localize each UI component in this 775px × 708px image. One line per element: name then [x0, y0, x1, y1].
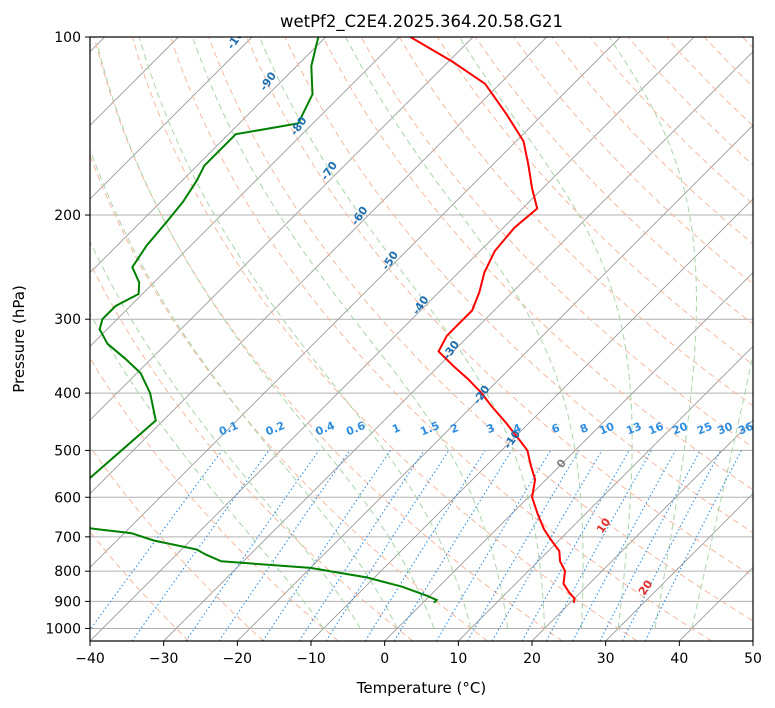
- y-axis-label: Pressure (hPa): [10, 285, 28, 393]
- dry-adiabat-line: [475, 37, 753, 325]
- dry-adiabat-line: [284, 37, 753, 534]
- moist-adiabat-line: [90, 312, 324, 629]
- dry-adiabat-line: [246, 37, 753, 577]
- mixing-ratio-label: 20: [671, 420, 690, 438]
- y-tick-label: 100: [54, 30, 81, 46]
- isotherm-line: [90, 37, 400, 347]
- dry-adiabat-line: [170, 37, 712, 641]
- x-axis-label: Temperature (°C): [356, 679, 486, 697]
- mixing-ratio-label: 2: [449, 421, 461, 436]
- sounding-series: [90, 37, 576, 604]
- y-tick-label: 900: [54, 594, 81, 610]
- mixing-ratio-line: [521, 450, 630, 641]
- mixing-ratio-label: 16: [646, 420, 665, 438]
- mixing-ratio-label: 8: [578, 421, 590, 436]
- mixing-ratio-label: 10: [597, 420, 616, 438]
- mixing-ratio-line: [298, 450, 425, 641]
- mixing-ratio-lines: [90, 450, 742, 641]
- x-tick-label: 40: [670, 651, 688, 667]
- moist-adiabat-line: [138, 37, 472, 629]
- x-tick-label: 0: [380, 651, 389, 667]
- plot-area: [90, 37, 753, 641]
- mixing-ratio-label: 25: [695, 420, 714, 438]
- isotherm-line: [237, 124, 753, 641]
- y-tick-label: 1000: [45, 621, 81, 637]
- x-tick-label: 10: [449, 651, 467, 667]
- mixing-ratio-line: [262, 450, 391, 641]
- isotherm-line: [163, 51, 753, 641]
- mixing-ratio-line: [572, 450, 676, 641]
- moist-adiabats: [90, 37, 753, 629]
- temperature-profile-line: [409, 37, 576, 603]
- moist-adiabat-line: [608, 37, 697, 629]
- moist-adiabat-line: [90, 148, 398, 629]
- isobar-grid: [90, 37, 753, 629]
- x-tick-label: −30: [149, 651, 179, 667]
- mixing-ratio-line: [131, 450, 270, 641]
- dry-adiabat-line: [90, 357, 339, 641]
- axes: −40 −30 −20 −10 0 10 20 30 40 50 100 200 300 400 500 60…: [45, 30, 762, 667]
- y-tick-label: 800: [54, 564, 81, 580]
- mixing-ratio-line: [218, 450, 351, 641]
- moist-adiabat-line: [691, 352, 753, 629]
- dry-adiabat-line: [90, 445, 264, 641]
- isotherm-line: [90, 37, 474, 421]
- mixing-ratio-line: [644, 450, 742, 641]
- mixing-ratio-line: [393, 450, 513, 641]
- isotherm-line: [458, 345, 753, 641]
- mixing-ratio-line: [545, 450, 652, 641]
- isotherm-line: [90, 37, 621, 568]
- moist-adiabat-line: [90, 239, 361, 629]
- mixing-ratio-line: [185, 450, 320, 641]
- moist-adiabat-line: [259, 37, 545, 629]
- dewpoint-profile-line: [90, 37, 439, 604]
- isotherm-line: [90, 37, 695, 641]
- mixing-ratio-label: 1: [390, 421, 402, 436]
- y-tick-label: 600: [54, 490, 81, 506]
- moist-adiabat-line: [97, 46, 435, 629]
- mixing-ratio-label: 36: [736, 420, 755, 438]
- isotherm-line: [605, 493, 753, 641]
- y-tick-label: 700: [54, 530, 81, 546]
- isotherm-grid: [90, 37, 753, 641]
- y-tick-label: 400: [54, 386, 81, 402]
- mixing-ratio-line: [325, 450, 450, 641]
- dry-adiabat-line: [131, 37, 638, 641]
- isotherm-line: [384, 272, 753, 641]
- y-tick-label: 300: [54, 312, 81, 328]
- moist-adiabat-line: [458, 37, 633, 629]
- moist-adiabat-line: [345, 37, 584, 629]
- plot-frame: [89, 36, 754, 642]
- dry-adiabat-line: [208, 37, 753, 622]
- mixing-ratio-label: 30: [716, 420, 735, 438]
- x-tick-label: −40: [75, 651, 105, 667]
- isotherm-line: [90, 37, 547, 495]
- x-tick-label: 20: [523, 651, 541, 667]
- moist-adiabat-line: [192, 37, 509, 629]
- mixing-ratio-label: 13: [624, 420, 643, 438]
- mixing-ratio-line: [90, 450, 223, 631]
- y-tick-label: 200: [54, 208, 81, 224]
- chart-title: wetPf2_C2E4.2025.364.20.58.G21: [280, 12, 563, 32]
- dry-adiabat-line: [90, 261, 414, 641]
- dry-adiabat-line: [513, 37, 753, 285]
- plot-layer: -100-90-80-70-60-50-40-30-20-10010203040…: [90, 37, 755, 641]
- dry-adiabat-line: [322, 37, 753, 491]
- x-tick-label: −20: [223, 651, 253, 667]
- isotherm-line: [90, 37, 253, 200]
- x-tick-label: 50: [744, 651, 762, 667]
- isotherm-line: [531, 419, 753, 641]
- isotherm-line: [90, 37, 326, 274]
- x-tick-label: 30: [597, 651, 615, 667]
- mixing-ratio-label: 3: [485, 421, 497, 436]
- y-tick-label: 500: [54, 443, 81, 459]
- x-tick-label: −10: [296, 651, 326, 667]
